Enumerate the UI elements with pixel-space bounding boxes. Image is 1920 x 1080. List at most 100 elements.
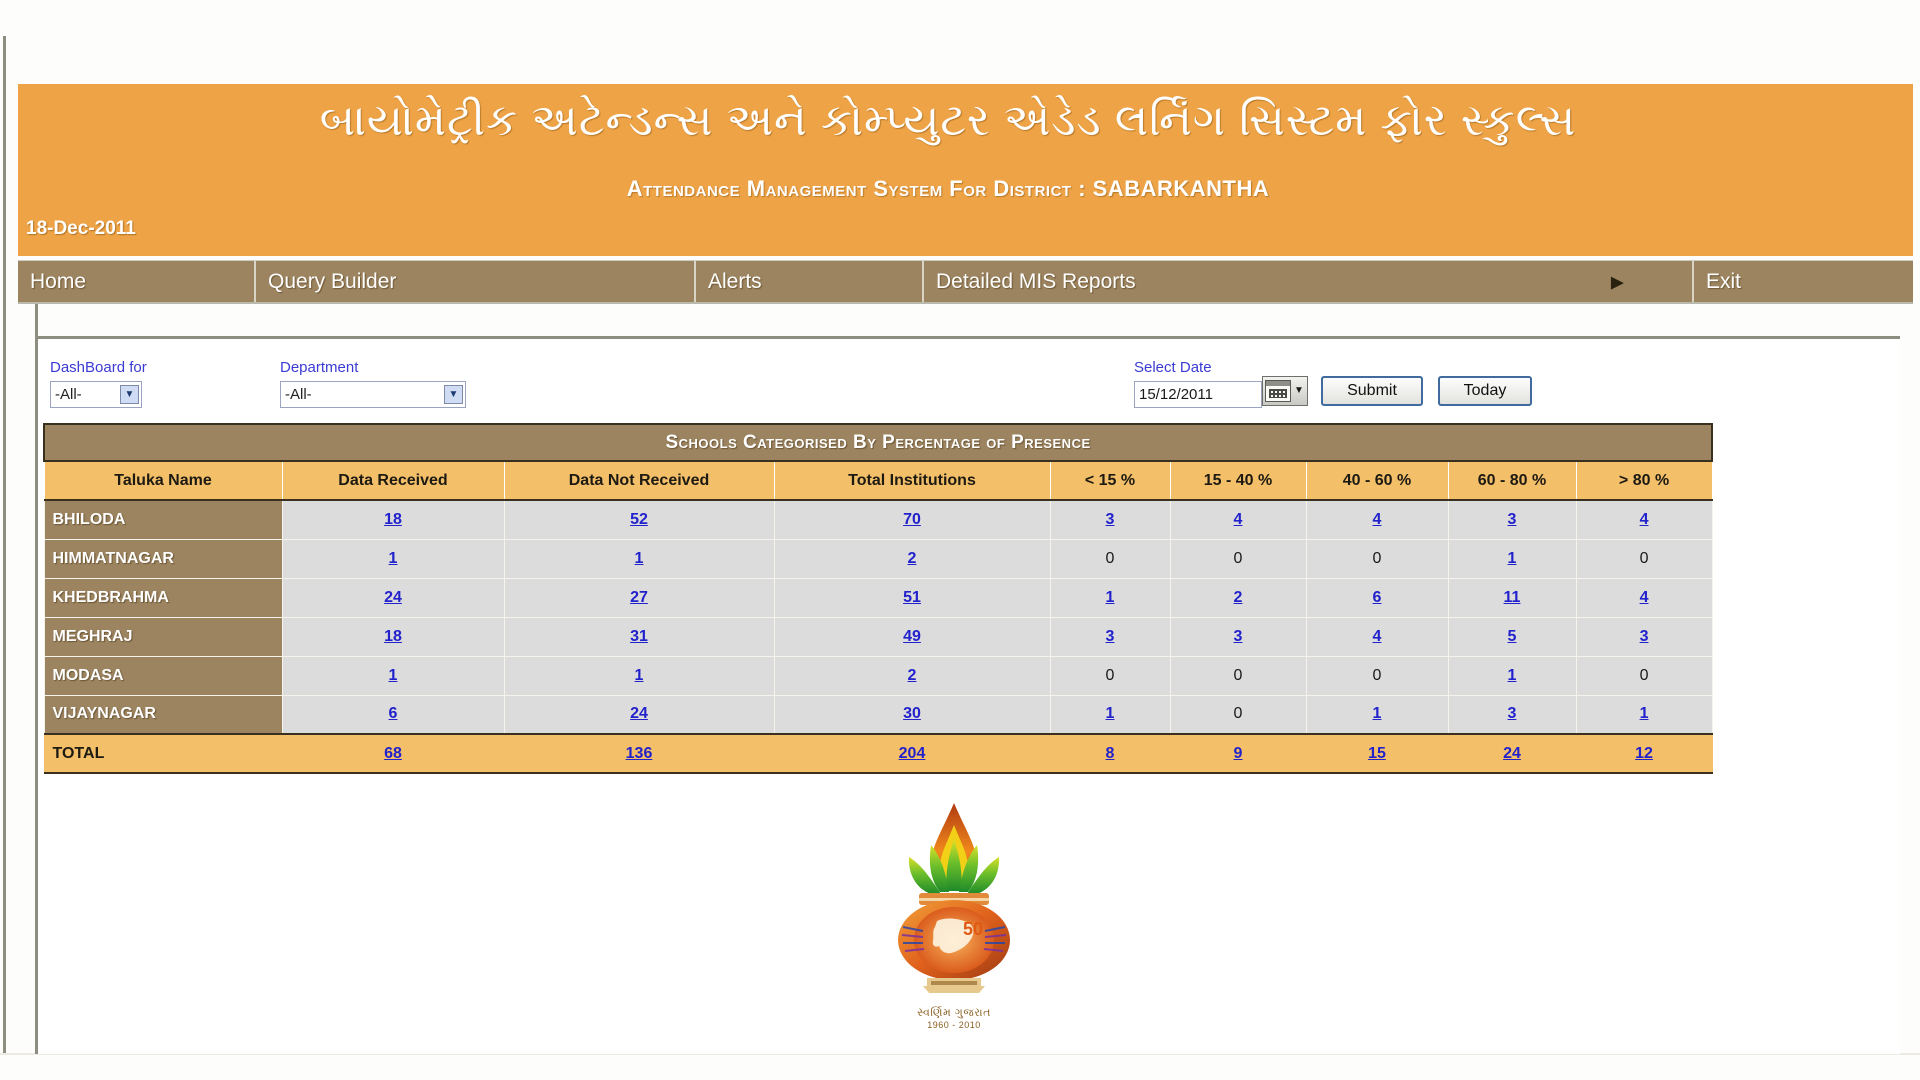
cell-value-link[interactable]: 2 (907, 549, 917, 567)
cell-value-link[interactable]: 4 (1372, 627, 1382, 645)
cell-zero-value: 0 (1105, 549, 1115, 567)
page-banner: બાયોમેટ્રીક અટેન્ડન્સ અને કોમ્પ્યુટર એડે… (18, 84, 1913, 256)
cell-lt-15: 0 (1049, 655, 1171, 696)
cell-value-link[interactable]: 18 (384, 627, 402, 645)
cell-value-link[interactable]: 2 (1233, 588, 1243, 606)
cell-value-link[interactable]: 6 (1372, 588, 1382, 606)
cell-value-link[interactable]: 27 (630, 588, 648, 606)
cell-value-link[interactable]: 3 (1105, 510, 1115, 528)
cell-value-link[interactable]: 70 (903, 510, 921, 528)
col-header-taluka-name[interactable]: Taluka Name (43, 460, 283, 501)
cell-zero-value: 0 (1233, 549, 1243, 567)
main-navigation: Home Query Builder Alerts Detailed MIS R… (18, 260, 1913, 304)
cell-data-not-received: 31 (503, 616, 775, 657)
cell-60-80: 5 (1447, 616, 1577, 657)
cell-value-link[interactable]: 24 (630, 705, 648, 723)
cell-zero-value: 0 (1105, 666, 1115, 684)
cell-value-link[interactable]: 4 (1639, 588, 1649, 606)
cell-value-link[interactable]: 1 (1507, 549, 1517, 567)
cell-taluka-name: MEGHRAJ (43, 616, 283, 657)
col-header-40-60[interactable]: 40 - 60 % (1305, 460, 1449, 501)
cell-value-link[interactable]: 4 (1372, 510, 1382, 528)
cell-value-link[interactable]: 3 (1507, 510, 1517, 528)
cell-value-link[interactable]: 18 (384, 510, 402, 528)
cell-value-link[interactable]: 51 (903, 588, 921, 606)
cell-value-link[interactable]: 24 (1503, 744, 1521, 762)
cell-value-link[interactable]: 1 (388, 549, 398, 567)
nav-item-alerts[interactable]: Alerts (696, 261, 924, 302)
cell-value-link[interactable]: 1 (1639, 705, 1649, 723)
col-header-data-received[interactable]: Data Received (281, 460, 505, 501)
cell-value-link[interactable]: 11 (1503, 588, 1521, 606)
col-header-lt-15[interactable]: < 15 % (1049, 460, 1171, 501)
cell-value-link[interactable]: 8 (1105, 744, 1115, 762)
cell-value-link[interactable]: 15 (1368, 744, 1386, 762)
col-header-total-institutions[interactable]: Total Institutions (773, 460, 1051, 501)
cell-value-link[interactable]: 1 (1372, 705, 1382, 723)
select-date-label: Select Date (1134, 359, 1212, 376)
cell-value-link[interactable]: 1 (634, 549, 644, 567)
select-date-input[interactable] (1134, 381, 1262, 408)
cell-15-40: 2 (1169, 577, 1307, 618)
nav-item-detailed-mis-reports[interactable]: Detailed MIS Reports ▶ (924, 261, 1694, 302)
col-header-15-40[interactable]: 15 - 40 % (1169, 460, 1307, 501)
cell-value-link[interactable]: 49 (903, 627, 921, 645)
cell-data-not-received: 136 (503, 733, 775, 774)
cell-lt-15: 1 (1049, 694, 1171, 735)
cell-value-link[interactable]: 30 (903, 705, 921, 723)
cell-value-link[interactable]: 24 (384, 588, 402, 606)
cell-value-link[interactable]: 1 (634, 666, 644, 684)
dashboard-for-label: DashBoard for (50, 359, 147, 376)
col-header-data-not-received[interactable]: Data Not Received (503, 460, 775, 501)
nav-item-exit[interactable]: Exit (1694, 261, 1911, 302)
cell-value-link[interactable]: 1 (1507, 666, 1517, 684)
col-header-gt-80[interactable]: > 80 % (1575, 460, 1713, 501)
cell-total-institutions: 51 (773, 577, 1051, 618)
cell-value-link[interactable]: 52 (630, 510, 648, 528)
nav-item-home[interactable]: Home (18, 261, 256, 302)
col-header-60-80[interactable]: 60 - 80 % (1447, 460, 1577, 501)
cell-value-link[interactable]: 9 (1233, 744, 1243, 762)
cell-40-60: 4 (1305, 616, 1449, 657)
banner-title-gujarati: બાયોમેટ્રીક અટેન્ડન્સ અને કોમ્પ્યુટર એડે… (319, 96, 1577, 145)
table-row: MODASA 1 1 2 0 0 0 1 0 (43, 655, 1713, 696)
cell-value-link[interactable]: 4 (1233, 510, 1243, 528)
calendar-picker-button[interactable]: ▼ (1262, 376, 1308, 406)
table-row: HIMMATNAGAR 1 1 2 0 0 0 1 0 (43, 538, 1713, 579)
table-body: BHILODA 18 52 70 3 4 4 3 4 HIMMATNAGAR 1 1 2 0 0 0 1 0 KHE… (43, 499, 1713, 774)
cell-taluka-name: KHEDBRAHMA (43, 577, 283, 618)
today-button[interactable]: Today (1438, 376, 1532, 406)
cell-lt-15: 8 (1049, 733, 1171, 774)
table-header-row: Taluka Name Data Received Data Not Recei… (43, 460, 1713, 501)
cell-lt-15: 3 (1049, 616, 1171, 657)
table-row: KHEDBRAHMA 24 27 51 1 2 6 11 4 (43, 577, 1713, 618)
submit-button[interactable]: Submit (1321, 376, 1423, 406)
cell-value-link[interactable]: 1 (1105, 705, 1115, 723)
cell-15-40: 0 (1169, 655, 1307, 696)
nav-item-query-builder[interactable]: Query Builder (256, 261, 696, 302)
cell-value-link[interactable]: 3 (1233, 627, 1243, 645)
cell-value-link[interactable]: 12 (1635, 744, 1653, 762)
cell-value-link[interactable]: 204 (898, 744, 926, 762)
cell-value-link[interactable]: 136 (625, 744, 653, 762)
cell-value-link[interactable]: 2 (907, 666, 917, 684)
cell-value-link[interactable]: 1 (1105, 588, 1115, 606)
dashboard-for-select[interactable]: -All- (50, 381, 142, 408)
cell-40-60: 6 (1305, 577, 1449, 618)
cell-gt-80: 1 (1575, 694, 1713, 735)
cell-data-not-received: 52 (503, 499, 775, 540)
cell-value-link[interactable]: 6 (388, 705, 398, 723)
cell-value-link[interactable]: 3 (1507, 705, 1517, 723)
cell-value-link[interactable]: 68 (384, 744, 402, 762)
cell-value-link[interactable]: 31 (630, 627, 648, 645)
cell-value-link[interactable]: 4 (1639, 510, 1649, 528)
cell-value-link[interactable]: 5 (1507, 627, 1517, 645)
cell-value-link[interactable]: 3 (1105, 627, 1115, 645)
cell-value-link[interactable]: 1 (388, 666, 398, 684)
cell-total-institutions: 49 (773, 616, 1051, 657)
department-select[interactable]: -All- (280, 381, 466, 408)
banner-subtitle: Attendance Management System For Distric… (626, 176, 1270, 201)
cell-value-link[interactable]: 3 (1639, 627, 1649, 645)
table-column-headers: Taluka Name Data Received Data Not Recei… (43, 460, 1713, 501)
